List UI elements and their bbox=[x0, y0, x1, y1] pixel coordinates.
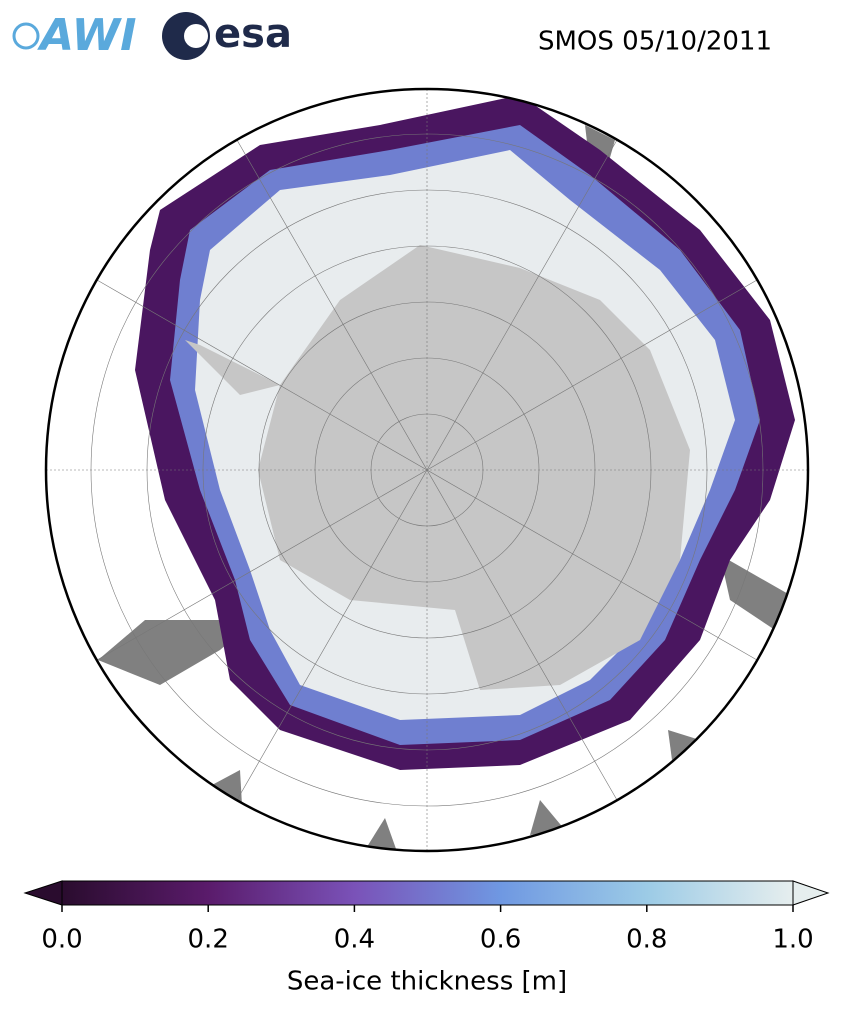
colorbar-tick-label: 0.4 bbox=[334, 925, 375, 955]
map-frame bbox=[44, 87, 810, 853]
map bbox=[46, 89, 808, 851]
esa-emblem-inner bbox=[184, 24, 208, 48]
colorbar-extend-high bbox=[792, 880, 830, 906]
colorbar-tick-label: 0.2 bbox=[188, 925, 229, 955]
colorbar-tick-label: 0.0 bbox=[41, 925, 82, 955]
colorbar-tick-label: 0.6 bbox=[480, 925, 521, 955]
colorbar: 0.0 0.2 0.4 0.6 0.8 1.0 bbox=[23, 880, 830, 955]
logos: AWI esa bbox=[12, 10, 292, 61]
esa-logo: esa bbox=[214, 11, 292, 57]
colorbar-tick-label: 1.0 bbox=[772, 925, 813, 955]
colorbar-label: Sea-ice thickness [m] bbox=[287, 967, 567, 997]
awi-logo: AWI bbox=[37, 10, 137, 61]
awi-emblem bbox=[12, 22, 40, 50]
colorbar-extend-low bbox=[23, 880, 63, 906]
colorbar-bar bbox=[61, 880, 794, 906]
graticule bbox=[46, 89, 808, 851]
title: SMOS 05/10/2011 bbox=[538, 27, 772, 57]
colorbar-tick-label: 0.8 bbox=[626, 925, 667, 955]
continent bbox=[185, 245, 690, 690]
